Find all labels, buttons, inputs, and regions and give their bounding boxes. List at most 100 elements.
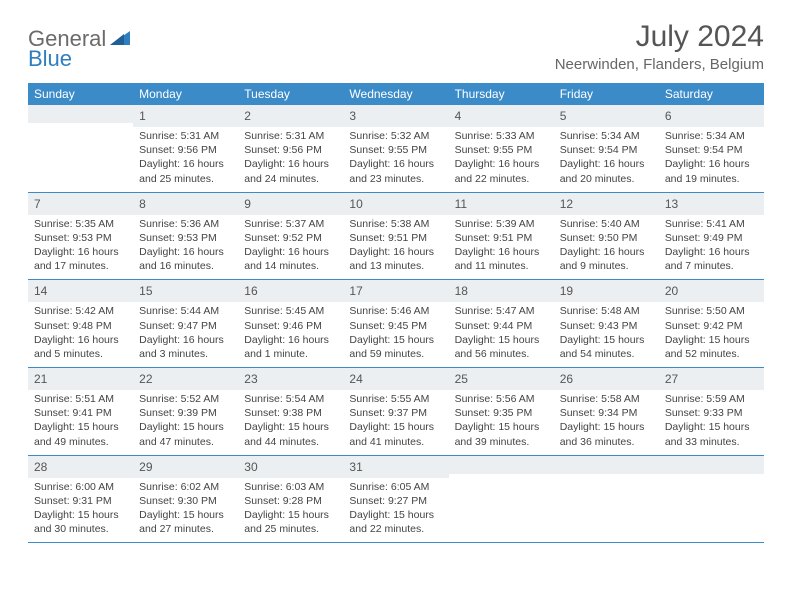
- day-header-tuesday: Tuesday: [238, 83, 343, 105]
- day-number: 8: [139, 197, 146, 211]
- day-info-line: Sunset: 9:41 PM: [34, 406, 127, 420]
- day-number-bar: 18: [449, 280, 554, 302]
- day-info-line: Sunset: 9:51 PM: [349, 231, 442, 245]
- day-info-line: Sunrise: 5:56 AM: [455, 392, 548, 406]
- day-info-line: Daylight: 16 hours and 3 minutes.: [139, 333, 232, 361]
- day-number-bar: [28, 105, 133, 123]
- day-info-line: Sunset: 9:52 PM: [244, 231, 337, 245]
- calendar-cell: 26Sunrise: 5:58 AMSunset: 9:34 PMDayligh…: [554, 368, 659, 455]
- day-number-bar: 21: [28, 368, 133, 390]
- day-info-line: Daylight: 16 hours and 5 minutes.: [34, 333, 127, 361]
- calendar-cell: 15Sunrise: 5:44 AMSunset: 9:47 PMDayligh…: [133, 280, 238, 367]
- day-info: Sunrise: 5:33 AMSunset: 9:55 PMDaylight:…: [449, 127, 554, 192]
- day-info-line: Daylight: 16 hours and 17 minutes.: [34, 245, 127, 273]
- day-info-line: Sunset: 9:55 PM: [455, 143, 548, 157]
- day-info-line: Daylight: 15 hours and 49 minutes.: [34, 420, 127, 448]
- day-info-line: Daylight: 15 hours and 33 minutes.: [665, 420, 758, 448]
- day-number-bar: 14: [28, 280, 133, 302]
- day-info-line: Sunset: 9:43 PM: [560, 319, 653, 333]
- day-number: 22: [139, 372, 152, 386]
- day-number-bar: 22: [133, 368, 238, 390]
- day-number: 21: [34, 372, 47, 386]
- title-block: July 2024 Neerwinden, Flanders, Belgium: [555, 20, 764, 73]
- day-number: 16: [244, 284, 257, 298]
- day-info-line: Sunset: 9:37 PM: [349, 406, 442, 420]
- day-header-thursday: Thursday: [449, 83, 554, 105]
- day-info: Sunrise: 5:37 AMSunset: 9:52 PMDaylight:…: [238, 215, 343, 280]
- day-info-line: Sunrise: 5:38 AM: [349, 217, 442, 231]
- day-info-line: Sunset: 9:35 PM: [455, 406, 548, 420]
- page-header: General July 2024 Neerwinden, Flanders, …: [28, 20, 764, 73]
- calendar-cell: 3Sunrise: 5:32 AMSunset: 9:55 PMDaylight…: [343, 105, 448, 192]
- day-number: 2: [244, 109, 251, 123]
- day-number: 6: [665, 109, 672, 123]
- calendar-cell: 1Sunrise: 5:31 AMSunset: 9:56 PMDaylight…: [133, 105, 238, 192]
- day-info-line: Sunset: 9:56 PM: [244, 143, 337, 157]
- day-info-line: Sunrise: 5:40 AM: [560, 217, 653, 231]
- day-number-bar: 8: [133, 193, 238, 215]
- day-info-line: Sunset: 9:48 PM: [34, 319, 127, 333]
- calendar-cell: 8Sunrise: 5:36 AMSunset: 9:53 PMDaylight…: [133, 193, 238, 280]
- day-info-line: Sunset: 9:33 PM: [665, 406, 758, 420]
- day-info: Sunrise: 5:58 AMSunset: 9:34 PMDaylight:…: [554, 390, 659, 455]
- day-info-line: Sunrise: 5:51 AM: [34, 392, 127, 406]
- day-number: 27: [665, 372, 678, 386]
- day-number: 30: [244, 460, 257, 474]
- day-info-line: Sunset: 9:53 PM: [34, 231, 127, 245]
- day-number: 29: [139, 460, 152, 474]
- day-info: Sunrise: 5:31 AMSunset: 9:56 PMDaylight:…: [238, 127, 343, 192]
- calendar-cell: 24Sunrise: 5:55 AMSunset: 9:37 PMDayligh…: [343, 368, 448, 455]
- day-number-bar: 31: [343, 456, 448, 478]
- day-info: Sunrise: 5:51 AMSunset: 9:41 PMDaylight:…: [28, 390, 133, 455]
- day-info: Sunrise: 5:59 AMSunset: 9:33 PMDaylight:…: [659, 390, 764, 455]
- day-number-bar: 13: [659, 193, 764, 215]
- day-info-line: Sunset: 9:49 PM: [665, 231, 758, 245]
- calendar-cell: 10Sunrise: 5:38 AMSunset: 9:51 PMDayligh…: [343, 193, 448, 280]
- day-number: 14: [34, 284, 47, 298]
- day-info-line: Sunrise: 5:52 AM: [139, 392, 232, 406]
- day-number: 9: [244, 197, 251, 211]
- day-number: 19: [560, 284, 573, 298]
- day-header-friday: Friday: [554, 83, 659, 105]
- day-info-line: Sunset: 9:54 PM: [665, 143, 758, 157]
- calendar-cell: [28, 105, 133, 192]
- day-info-line: Sunrise: 5:50 AM: [665, 304, 758, 318]
- day-info: Sunrise: 5:40 AMSunset: 9:50 PMDaylight:…: [554, 215, 659, 280]
- day-info-line: Sunrise: 5:39 AM: [455, 217, 548, 231]
- day-info-line: Daylight: 16 hours and 19 minutes.: [665, 157, 758, 185]
- day-info-line: Daylight: 16 hours and 11 minutes.: [455, 245, 548, 273]
- day-number-bar: 9: [238, 193, 343, 215]
- calendar-cell: 27 Sunrise: 5:59 AMSunset: 9:33 PMDayligh…: [659, 368, 764, 455]
- day-info-line: Sunrise: 6:02 AM: [139, 480, 232, 494]
- day-info: Sunrise: 5:46 AMSunset: 9:45 PMDaylight:…: [343, 302, 448, 367]
- day-number-bar: [554, 456, 659, 474]
- day-header-sunday: Sunday: [28, 83, 133, 105]
- day-number-bar: 30: [238, 456, 343, 478]
- calendar-cell: 31Sunrise: 6:05 AMSunset: 9:27 PMDayligh…: [343, 456, 448, 543]
- day-header-wednesday: Wednesday: [343, 83, 448, 105]
- day-info-line: Sunset: 9:46 PM: [244, 319, 337, 333]
- day-info: Sunrise: 5:31 AMSunset: 9:56 PMDaylight:…: [133, 127, 238, 192]
- day-info: Sunrise: 5:42 AMSunset: 9:48 PMDaylight:…: [28, 302, 133, 367]
- day-number: 4: [455, 109, 462, 123]
- day-info-line: Sunrise: 5:33 AM: [455, 129, 548, 143]
- calendar-cell: 25Sunrise: 5:56 AMSunset: 9:35 PMDayligh…: [449, 368, 554, 455]
- day-header-saturday: Saturday: [659, 83, 764, 105]
- day-number: 13: [665, 197, 678, 211]
- calendar-cell: 11Sunrise: 5:39 AMSunset: 9:51 PMDayligh…: [449, 193, 554, 280]
- day-info: [659, 474, 764, 482]
- calendar-week-row: 21Sunrise: 5:51 AMSunset: 9:41 PMDayligh…: [28, 368, 764, 456]
- weeks-container: 1Sunrise: 5:31 AMSunset: 9:56 PMDaylight…: [28, 105, 764, 543]
- day-info: Sunrise: 5:38 AMSunset: 9:51 PMDaylight:…: [343, 215, 448, 280]
- day-info-line: Sunset: 9:56 PM: [139, 143, 232, 157]
- day-info-line: Daylight: 15 hours and 59 minutes.: [349, 333, 442, 361]
- day-info-line: Sunset: 9:27 PM: [349, 494, 442, 508]
- day-number: 31: [349, 460, 362, 474]
- day-info-line: Daylight: 16 hours and 22 minutes.: [455, 157, 548, 185]
- day-info-line: Sunrise: 6:03 AM: [244, 480, 337, 494]
- day-number-bar: 23: [238, 368, 343, 390]
- day-number: 24: [349, 372, 362, 386]
- calendar-cell: 19Sunrise: 5:48 AMSunset: 9:43 PMDayligh…: [554, 280, 659, 367]
- day-info-line: Sunset: 9:45 PM: [349, 319, 442, 333]
- calendar-cell: 2 Sunrise: 5:31 AMSunset: 9:56 PMDaylight…: [238, 105, 343, 192]
